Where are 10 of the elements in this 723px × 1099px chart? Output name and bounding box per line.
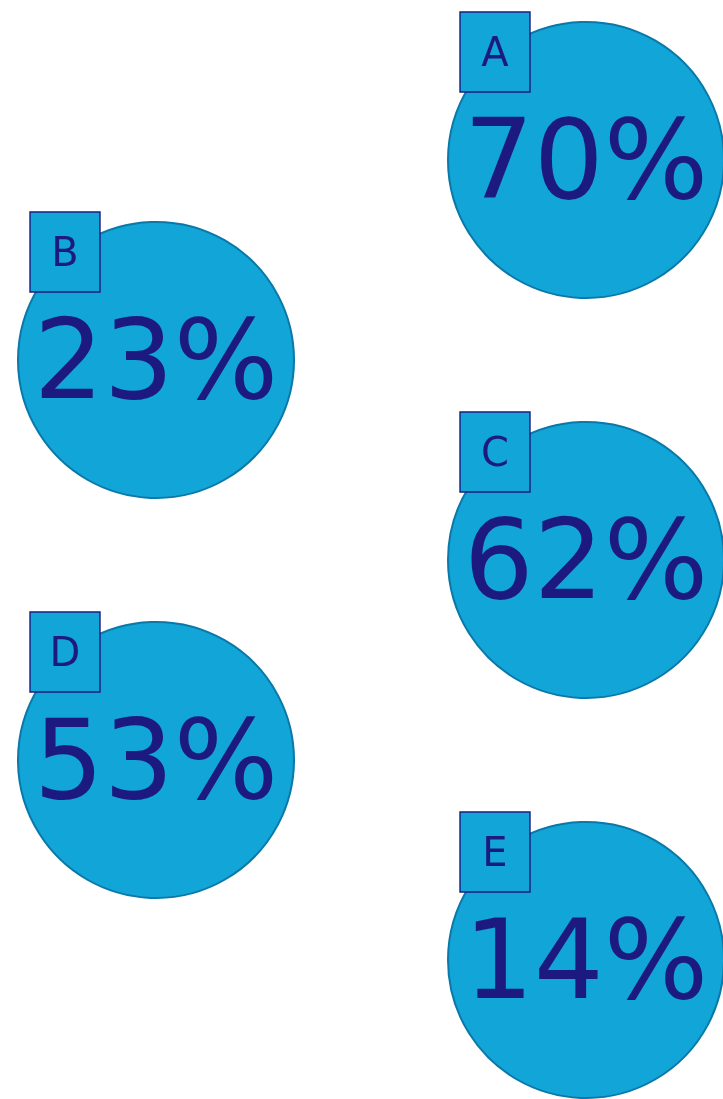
data-label: 23% [33,296,279,424]
category-label: E [482,829,508,875]
category-label: A [481,29,510,75]
category-label: C [481,429,509,475]
category-label: B [51,229,79,275]
data-label: 62% [463,496,709,624]
category-label: D [49,629,81,675]
data-label: 70% [463,96,709,224]
data-label: 53% [33,696,279,824]
data-label: 14% [463,896,709,1024]
